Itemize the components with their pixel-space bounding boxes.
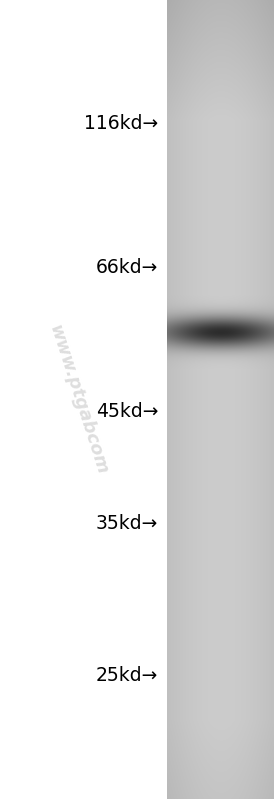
Text: 116kd→: 116kd→ xyxy=(84,114,158,133)
Text: 66kd→: 66kd→ xyxy=(96,258,158,277)
Text: www.ptgabcom: www.ptgabcom xyxy=(46,322,111,477)
Text: 25kd→: 25kd→ xyxy=(96,666,158,685)
Text: 35kd→: 35kd→ xyxy=(96,514,158,533)
Text: 45kd→: 45kd→ xyxy=(96,402,158,421)
